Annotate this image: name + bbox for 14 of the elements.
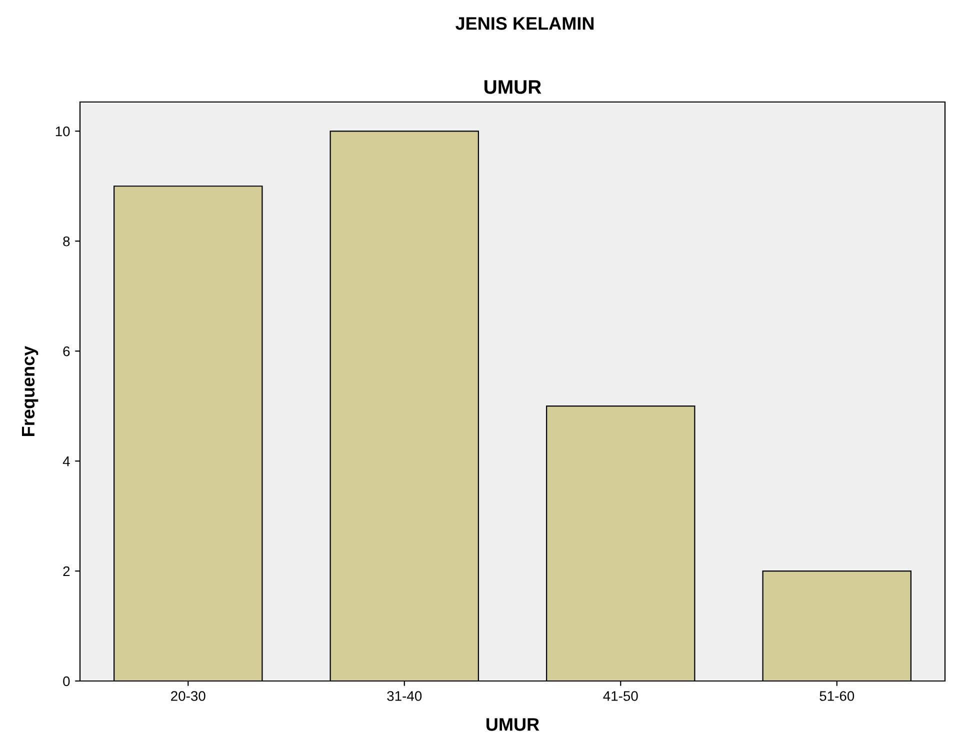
x-tick-label: 41-50 <box>603 691 638 701</box>
y-tick-label: 6 <box>63 346 70 356</box>
y-tick-label: 2 <box>63 566 70 576</box>
y-tick-label: 4 <box>62 456 70 466</box>
x-tick-label: 51-60 <box>820 691 854 701</box>
y-tick-label: 10 <box>56 126 70 136</box>
y-tick-label: 0 <box>63 676 70 686</box>
chart-subtitle: UMUR <box>484 80 542 94</box>
x-axis-title: UMUR <box>486 718 540 731</box>
x-tick-label: 20-30 <box>171 691 206 701</box>
y-axis-title: Frequency <box>22 346 38 436</box>
chart-title: JENIS KELAMIN <box>456 17 594 30</box>
x-tick-label: 31-40 <box>387 691 422 701</box>
y-tick-label: 8 <box>63 236 70 246</box>
